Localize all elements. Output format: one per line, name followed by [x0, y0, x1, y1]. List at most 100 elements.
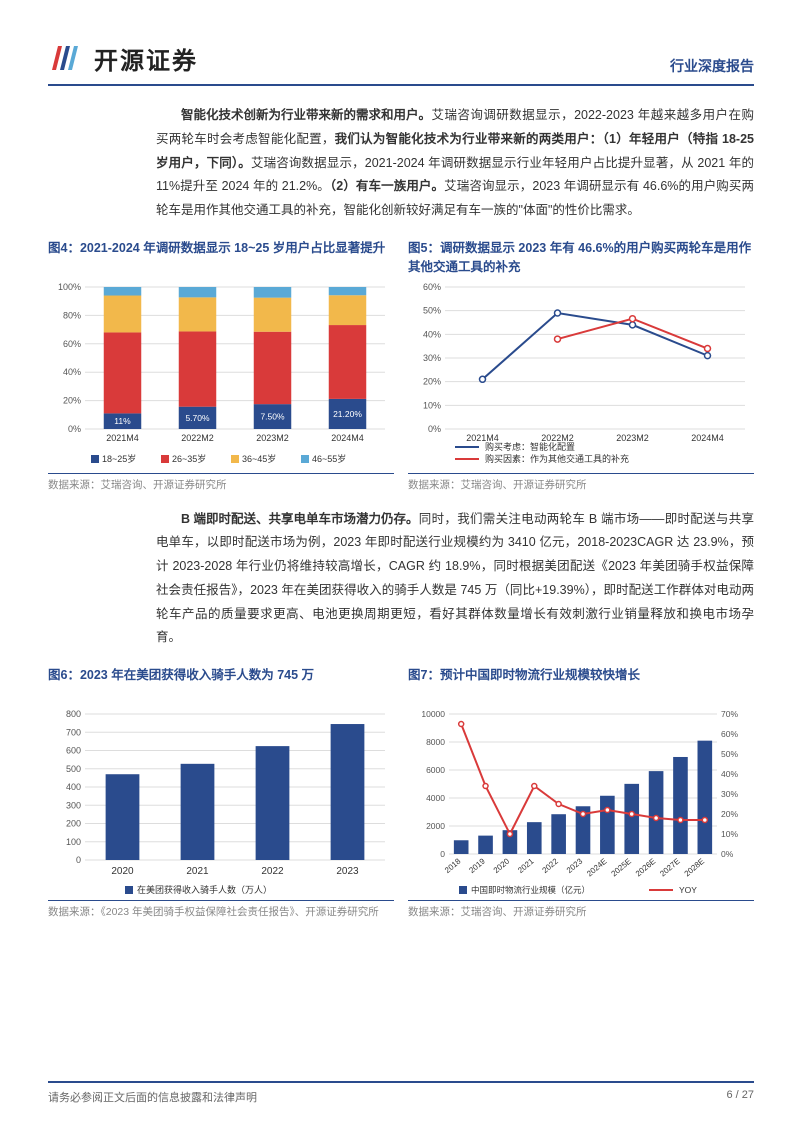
- chart-row-2: 图6：2023 年在美团获得收入骑手人数为 745 万 0 100 200 300 40…: [48, 666, 754, 921]
- svg-text:8000: 8000: [426, 737, 445, 747]
- page-footer: 请务必参阅正文后面的信息披露和法律声明 6 / 27: [48, 1081, 754, 1105]
- fig6-source: 数据来源：《2023 年美团骑手权益保障社会责任报告》、开源证券研究所: [48, 900, 394, 921]
- svg-text:40%: 40%: [721, 769, 738, 779]
- fig7-chart: 0 2000 4000 6000 8000 10000 0% 10% 20% 30% 40% 50% 6…: [408, 708, 754, 898]
- page-header: 开源证券 行业深度报告: [48, 40, 754, 86]
- fig5-title: 图5：调研数据显示 2023 年有 46.6%的用户购买两轮车是用作其他交通工具…: [408, 239, 754, 277]
- svg-text:600: 600: [66, 746, 81, 756]
- svg-text:300: 300: [66, 800, 81, 810]
- company-name: 开源证券: [94, 41, 198, 76]
- svg-text:10%: 10%: [721, 829, 738, 839]
- fig6: 图6：2023 年在美团获得收入骑手人数为 745 万 0 100 200 300 40…: [48, 666, 394, 921]
- svg-text:21.20%: 21.20%: [333, 409, 362, 419]
- report-type: 行业深度报告: [670, 56, 754, 76]
- svg-text:10%: 10%: [423, 400, 441, 410]
- svg-text:20%: 20%: [63, 395, 81, 405]
- fig5: 图5：调研数据显示 2023 年有 46.6%的用户购买两轮车是用作其他交通工具…: [408, 239, 754, 494]
- svg-text:2020: 2020: [111, 866, 134, 877]
- paragraph-2: B 端即时配送、共享电单车市场潜力仍存。同时，我们需关注电动两轮车 B 端市场—…: [48, 508, 754, 651]
- svg-text:2025E: 2025E: [610, 857, 634, 879]
- svg-text:2021: 2021: [186, 866, 209, 877]
- svg-text:2024M4: 2024M4: [331, 433, 364, 443]
- svg-text:0: 0: [440, 849, 445, 859]
- logo-icon: [48, 40, 84, 76]
- svg-text:2019: 2019: [467, 856, 487, 875]
- svg-text:0: 0: [76, 855, 81, 865]
- svg-text:46~55岁: 46~55岁: [312, 453, 346, 464]
- fig6-chart: 0 100 200 300 400 500 600 700 800 2020 2021 2022 202…: [48, 708, 394, 898]
- fig7-title: 图7：预计中国即时物流行业规模较快增长: [408, 666, 754, 704]
- svg-text:100: 100: [66, 837, 81, 847]
- svg-text:2026E: 2026E: [634, 857, 658, 879]
- svg-text:100%: 100%: [58, 282, 81, 292]
- para1-bold3: （2）有车一族用户。: [330, 179, 444, 193]
- svg-text:50%: 50%: [423, 305, 441, 315]
- svg-text:5.70%: 5.70%: [185, 413, 210, 423]
- svg-text:400: 400: [66, 782, 81, 792]
- svg-text:7.50%: 7.50%: [260, 411, 285, 421]
- svg-text:2024E: 2024E: [585, 857, 609, 879]
- footer-disclaimer: 请务必参阅正文后面的信息披露和法律声明: [48, 1089, 257, 1105]
- svg-text:购买因素：作为其他交通工具的补充: 购买因素：作为其他交通工具的补充: [485, 453, 629, 464]
- svg-text:2022: 2022: [261, 866, 284, 877]
- svg-text:50%: 50%: [721, 749, 738, 759]
- svg-text:60%: 60%: [721, 729, 738, 739]
- chart-row-1: 图4：2021-2024 年调研数据显示 18~25 岁用户占比显著提升 0% 2…: [48, 239, 754, 494]
- svg-text:40%: 40%: [63, 367, 81, 377]
- svg-text:20%: 20%: [423, 376, 441, 386]
- svg-text:2018: 2018: [443, 856, 463, 875]
- company-logo: 开源证券: [48, 40, 198, 76]
- svg-text:36~45岁: 36~45岁: [242, 453, 276, 464]
- para2-s1: 同时，我们需关注电动两轮车 B 端市场——即时配送与共享电单车，以即时配送市场为…: [156, 512, 754, 645]
- svg-text:2024M4: 2024M4: [691, 433, 724, 443]
- paragraph-1: 智能化技术创新为行业带来新的需求和用户。艾瑞咨询调研数据显示，2022-2023…: [48, 104, 754, 223]
- svg-text:2022M2: 2022M2: [181, 433, 214, 443]
- svg-text:2021: 2021: [516, 856, 536, 875]
- svg-text:在美团获得收入骑手人数（万人）: 在美团获得收入骑手人数（万人）: [137, 884, 272, 895]
- svg-text:2022: 2022: [541, 856, 561, 875]
- footer-page-number: 6 / 27: [726, 1089, 754, 1105]
- svg-text:YOY: YOY: [679, 885, 697, 895]
- fig4-chart: 0% 20% 40% 60% 80% 100% 11% 2021M4 5.70% 2022M2 7.…: [48, 281, 394, 471]
- svg-text:10000: 10000: [421, 709, 445, 719]
- svg-text:18~25岁: 18~25岁: [102, 453, 136, 464]
- svg-text:11%: 11%: [114, 416, 131, 426]
- svg-text:6000: 6000: [426, 765, 445, 775]
- svg-text:4000: 4000: [426, 793, 445, 803]
- svg-text:200: 200: [66, 819, 81, 829]
- svg-text:2023M2: 2023M2: [616, 433, 649, 443]
- fig6-title: 图6：2023 年在美团获得收入骑手人数为 745 万: [48, 666, 394, 704]
- svg-text:中国即时物流行业规模（亿元）: 中国即时物流行业规模（亿元）: [471, 885, 590, 895]
- svg-text:800: 800: [66, 709, 81, 719]
- svg-text:2000: 2000: [426, 821, 445, 831]
- svg-text:30%: 30%: [423, 353, 441, 363]
- svg-text:2021M4: 2021M4: [106, 433, 139, 443]
- fig7-source: 数据来源：艾瑞咨询、开源证券研究所: [408, 900, 754, 921]
- fig5-chart: 0%10%20%30%40%50%60%2021M42022M22023M220…: [408, 281, 754, 471]
- svg-text:700: 700: [66, 727, 81, 737]
- svg-text:26~35岁: 26~35岁: [172, 453, 206, 464]
- svg-text:2023: 2023: [336, 866, 359, 877]
- svg-text:40%: 40%: [423, 329, 441, 339]
- para2-lead: B 端即时配送、共享电单车市场潜力仍存。: [156, 508, 419, 532]
- svg-text:0%: 0%: [68, 424, 81, 434]
- svg-text:80%: 80%: [63, 310, 81, 320]
- para1-lead: 智能化技术创新为行业带来新的需求和用户。: [156, 104, 431, 128]
- fig4-source: 数据来源：艾瑞咨询、开源证券研究所: [48, 473, 394, 494]
- svg-text:70%: 70%: [721, 709, 738, 719]
- svg-text:0%: 0%: [428, 424, 441, 434]
- fig4: 图4：2021-2024 年调研数据显示 18~25 岁用户占比显著提升 0% 2…: [48, 239, 394, 494]
- fig7: 图7：预计中国即时物流行业规模较快增长 0 2000 4000 6000 8000 100…: [408, 666, 754, 921]
- svg-text:2020: 2020: [492, 856, 512, 875]
- svg-text:60%: 60%: [63, 339, 81, 349]
- svg-text:2023: 2023: [565, 856, 585, 875]
- fig5-source: 数据来源：艾瑞咨询、开源证券研究所: [408, 473, 754, 494]
- fig4-title: 图4：2021-2024 年调研数据显示 18~25 岁用户占比显著提升: [48, 239, 394, 277]
- svg-text:20%: 20%: [721, 809, 738, 819]
- svg-text:30%: 30%: [721, 789, 738, 799]
- svg-text:500: 500: [66, 764, 81, 774]
- svg-text:2023M2: 2023M2: [256, 433, 289, 443]
- svg-text:2028E: 2028E: [683, 857, 707, 879]
- svg-text:0%: 0%: [721, 849, 734, 859]
- svg-text:购买考虑：智能化配置: 购买考虑：智能化配置: [485, 441, 575, 452]
